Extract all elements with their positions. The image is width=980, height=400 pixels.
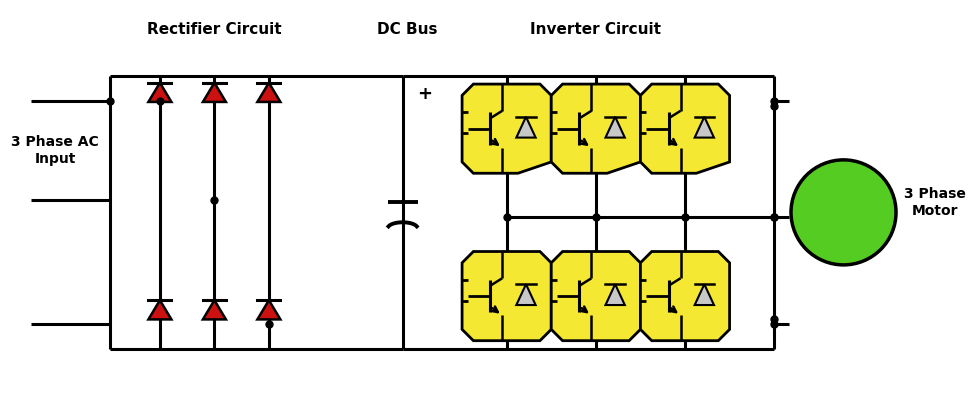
Polygon shape	[695, 284, 714, 305]
Polygon shape	[695, 117, 714, 138]
Polygon shape	[516, 117, 536, 138]
Polygon shape	[552, 84, 640, 173]
Polygon shape	[148, 300, 171, 320]
Polygon shape	[640, 252, 729, 341]
Polygon shape	[203, 300, 226, 320]
Polygon shape	[552, 252, 640, 341]
Text: DC Bus: DC Bus	[377, 22, 438, 37]
Circle shape	[791, 160, 896, 265]
Text: 3 Phase
Motor: 3 Phase Motor	[904, 187, 966, 218]
Polygon shape	[606, 284, 625, 305]
Polygon shape	[258, 83, 280, 102]
Text: +: +	[416, 85, 432, 103]
Polygon shape	[258, 300, 280, 320]
Text: Inverter Circuit: Inverter Circuit	[530, 22, 662, 37]
Polygon shape	[148, 83, 171, 102]
Polygon shape	[203, 83, 226, 102]
Polygon shape	[463, 84, 552, 173]
Polygon shape	[463, 252, 552, 341]
Polygon shape	[640, 84, 729, 173]
Text: Rectifier Circuit: Rectifier Circuit	[147, 22, 281, 37]
Polygon shape	[606, 117, 625, 138]
Polygon shape	[516, 284, 536, 305]
Text: 3 Phase AC
Input: 3 Phase AC Input	[12, 135, 99, 166]
